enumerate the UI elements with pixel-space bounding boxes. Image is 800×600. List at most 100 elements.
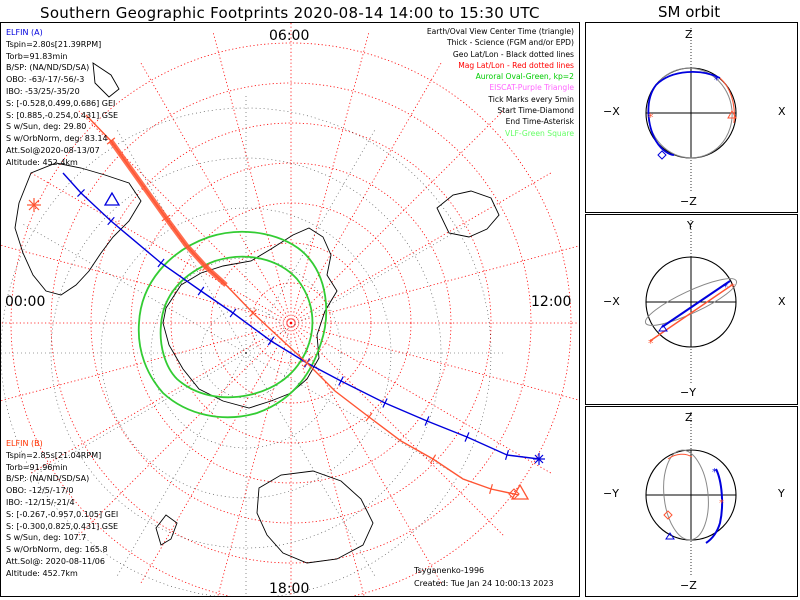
- elfin-b-tick-marks: [106, 137, 493, 494]
- hour-label-left: 00:00: [5, 294, 45, 310]
- legend-item: Tick Marks every 5min: [488, 94, 574, 104]
- xy-label-top: Y: [687, 219, 694, 232]
- trace-tick-mark: [249, 309, 257, 317]
- svg-text:*: *: [730, 282, 735, 293]
- mag-longitude-line: [290, 322, 552, 474]
- africa-coastline: [436, 190, 500, 238]
- trace-tick-mark: [107, 216, 115, 226]
- geo-latitude-circle: [50, 157, 442, 549]
- xy-label-left: −X: [603, 295, 620, 308]
- elfin-b-info-line: IBO: -12/15/-21/4: [6, 497, 75, 507]
- elfin-b-start-asterisk: [27, 198, 41, 212]
- geo-longitude-line: [245, 127, 377, 354]
- xz-label-right: X: [778, 105, 786, 118]
- elfin-b-info-line: S w/OrbNorm, deg: 165.8: [6, 545, 108, 555]
- svg-text:*: *: [648, 111, 654, 124]
- mag-longitude-line: [290, 62, 442, 324]
- xz-label-top: Z: [685, 28, 693, 41]
- svg-text:*: *: [648, 337, 654, 350]
- trace-tick-mark: [382, 398, 388, 408]
- elfin-a-info-line: Altitude: 452.4km: [6, 157, 78, 167]
- geo-longitude-line: [245, 352, 377, 579]
- geo-longitude-line: [20, 352, 247, 484]
- orbit-panel-xy: * * * Y −Y −X X: [585, 214, 798, 405]
- legend-item: End Time-Asterisk: [505, 117, 574, 127]
- elfin-a-info-line: IBO: -53/25/-35/20: [6, 86, 80, 96]
- mag-longitude-line: [290, 110, 504, 324]
- page-title: Southern Geographic Footprints 2020-08-1…: [40, 4, 540, 22]
- svg-text:*: *: [723, 282, 728, 293]
- mag-latitude-circle: [10, 42, 572, 600]
- geo-longitude-line: [245, 222, 472, 354]
- elfin-b-info-line: Tspin=2.85s[21.04RPM]: [6, 450, 102, 460]
- svg-text:*: *: [714, 75, 719, 86]
- south-america-coastline: [14, 162, 142, 296]
- orbit-title: SM orbit: [658, 3, 721, 21]
- mag-latitude-circle: [130, 162, 452, 484]
- auroral-oval: [137, 230, 328, 419]
- legend-item: EISCAT-Purple Triangle: [489, 83, 574, 93]
- elfin-a-info-line: B/SP: (NA/ND/SD/SA): [6, 63, 90, 73]
- legend-item: Start Time-Diamond: [497, 106, 574, 116]
- orbit-plot-yz: * *: [645, 412, 737, 575]
- elfin-b-info-line: S: [-0.300,0.825,0.431] GSE: [6, 521, 119, 531]
- elfin-b-info-line: Att.Sol@: 2020-08-11/06: [6, 556, 105, 566]
- elfin-a-end-asterisk: [533, 453, 545, 465]
- trace-tick-mark: [424, 416, 430, 426]
- elfin-b-info: ELFIN (B) Tspin=2.85s[21.04RPM] Torb=91.96…: [6, 438, 118, 580]
- elfin-b-info-line: Altitude: 452.7km: [6, 568, 78, 578]
- mag-longitude-line: [290, 244, 581, 324]
- orbit-panel-yz: * * Z −Z −Y Y: [585, 406, 798, 597]
- trace-tick-mark: [303, 358, 311, 368]
- xz-label-left: −X: [603, 105, 620, 118]
- sm-orbit-column: * * Z −Z −X X * * * Y −Y −X X: [585, 22, 798, 597]
- mag-longitude-line: [290, 172, 552, 324]
- trace-tick-mark: [229, 308, 237, 318]
- elfin-b-info-line: B/SP: (NA/ND/SD/SA): [6, 474, 90, 484]
- orbit-plot-xy: * * *: [644, 220, 738, 383]
- elfin-a-info-line: Torb=91.83min: [6, 51, 68, 61]
- elfin-b-info-line: OBO: -12/5/-17/0: [6, 486, 74, 496]
- coastlines: [14, 62, 500, 564]
- geo-longitude-line: [115, 352, 247, 579]
- elfin-a-tick-marks: [77, 189, 510, 460]
- hour-label-right: 12:00: [531, 294, 571, 310]
- elfin-a-center-time-triangle: [103, 191, 121, 206]
- svg-text:*: *: [712, 467, 717, 478]
- mag-latlon-grid: [0, 23, 591, 600]
- geo-longitude-line: [115, 127, 247, 354]
- elfin-b-footprint-trace: [85, 114, 520, 496]
- legend-item: Thick - Science (FGM and/or EPD): [447, 38, 574, 48]
- elfin-a-info-line: Att.Sol@2020-08-13/07: [6, 145, 100, 155]
- xz-label-bottom: −Z: [680, 195, 697, 208]
- new-zealand-coastline: [155, 514, 178, 546]
- mag-longitude-line: [140, 62, 292, 324]
- trace-tick-mark: [365, 412, 373, 422]
- geo-latitude-circle: [150, 257, 342, 449]
- mag-latitude-circle: [90, 122, 492, 524]
- auroral-oval-outer: [137, 230, 328, 419]
- hour-label-top: 06:00: [269, 28, 309, 44]
- trace-tick-mark: [267, 336, 275, 346]
- elfin-a-title: ELFIN (A): [6, 28, 43, 37]
- elfin-a-info-line: OBO: -63/-17/-56/-3: [6, 75, 85, 85]
- trace-tick-mark: [338, 376, 344, 386]
- mag-longitude-line: [212, 33, 292, 324]
- legend-item: Geo Lat/Lon - Black dotted lines: [452, 49, 574, 59]
- geo-longitude-line: [20, 222, 247, 354]
- hour-label-bottom: 18:00: [269, 581, 309, 596]
- orbit-plot-xz: * *: [645, 28, 737, 193]
- mag-longitude-line: [290, 322, 366, 600]
- elfin-b-info-line: S w/Sun, deg: 107.7: [6, 533, 87, 543]
- antarctica-coastline: [162, 227, 338, 409]
- mag-longitude-line: [30, 172, 292, 324]
- elfin-b-start-diamond: [508, 488, 520, 500]
- elfin-b-center-time-triangle: [510, 483, 530, 500]
- pacific-islands-coastline: [92, 62, 120, 98]
- created-timestamp: Created: Tue Jan 24 10:00:13 2023: [414, 579, 554, 588]
- orbit-panel-xz: * * Z −Z −X X: [585, 22, 798, 213]
- mag-longitude-line: [290, 322, 504, 536]
- yz-label-bottom: −Z: [680, 579, 697, 592]
- elfin-b-info-line: S: [-0.267,-0.957,0.105] GEI: [6, 509, 119, 519]
- yz-label-right: Y: [778, 487, 785, 500]
